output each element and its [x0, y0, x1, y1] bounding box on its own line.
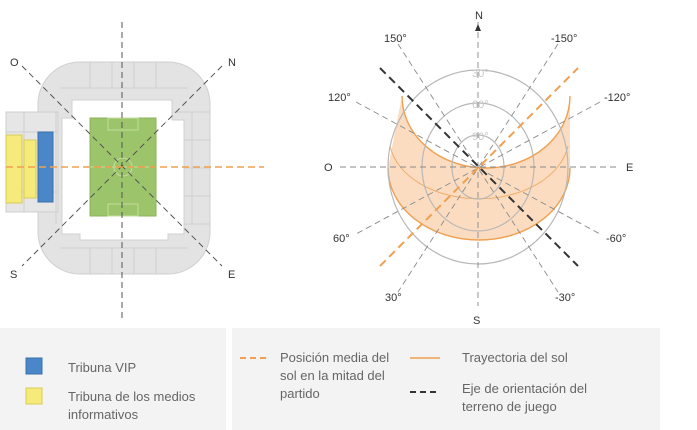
legend-axis-label-line1: Eje de orientación del: [462, 381, 587, 396]
legend-vip-label: Tribuna VIP: [68, 360, 136, 375]
legend-sun-mean-line1: Posición media del: [280, 350, 389, 365]
north-arrow-icon: [475, 24, 481, 31]
legend-vip-swatch: [25, 357, 43, 375]
sun-label-south: S: [473, 315, 480, 327]
legend-sun-path-label: Trayectoria del sol: [462, 350, 568, 365]
azimuth-label-120: 120°: [328, 92, 351, 104]
legend-sun-mean-line3: partido: [280, 386, 320, 401]
elevation-label-30: 30°: [472, 68, 489, 80]
azimuth-label-neg60: -60°: [606, 233, 626, 245]
stadium-label-east: E: [228, 269, 235, 281]
azimuth-label-neg150: -150°: [551, 33, 577, 45]
sun-label-north: N: [475, 10, 483, 22]
legend-media-label-line1: Tribuna de los medios: [68, 389, 196, 404]
azimuth-label-neg120: -120°: [604, 92, 630, 104]
elevation-label-60: 60°: [472, 99, 489, 111]
legend-axis-label-line2: terreno de juego: [462, 399, 557, 414]
stadium-seating-grid: [6, 62, 210, 274]
stadium-label-north: N: [228, 57, 236, 69]
stadium-label-south: S: [10, 269, 17, 281]
legend-media-label-line2: informativos: [68, 407, 139, 422]
media-tribune-inner: [23, 139, 37, 199]
stadium-compass-axes: [21, 22, 223, 318]
azimuth-label-60: 60°: [333, 233, 350, 245]
legend-sun-mean-line2: sol en la mitad del: [280, 368, 385, 383]
legend-background: [0, 328, 660, 430]
sun-label-west: O: [324, 162, 333, 174]
media-tribune: [5, 134, 23, 204]
azimuth-label-neg30: -30°: [555, 292, 575, 304]
elevation-label-90: 90°: [472, 131, 489, 143]
azimuth-label-150: 150°: [384, 33, 407, 45]
field-orientation-axis: [379, 67, 579, 267]
legend-divider: [226, 328, 232, 430]
azimuth-label-30: 30°: [385, 292, 402, 304]
legend-media-swatch: [25, 387, 43, 405]
legend: Tribuna VIP Tribuna de los medios inform…: [0, 328, 660, 430]
azimuth-radial-lines: [340, 22, 618, 306]
sun-trajectory-outer: [387, 167, 571, 241]
sun-mean-position-line: [379, 67, 579, 267]
stadium-plan: N O S E: [5, 22, 264, 318]
sun-label-east: E: [626, 162, 633, 174]
stadium-label-west: O: [10, 57, 19, 69]
sun-path-diagram: 30° 60° 90° N O E S 150° -150° 120° -120…: [324, 10, 633, 327]
